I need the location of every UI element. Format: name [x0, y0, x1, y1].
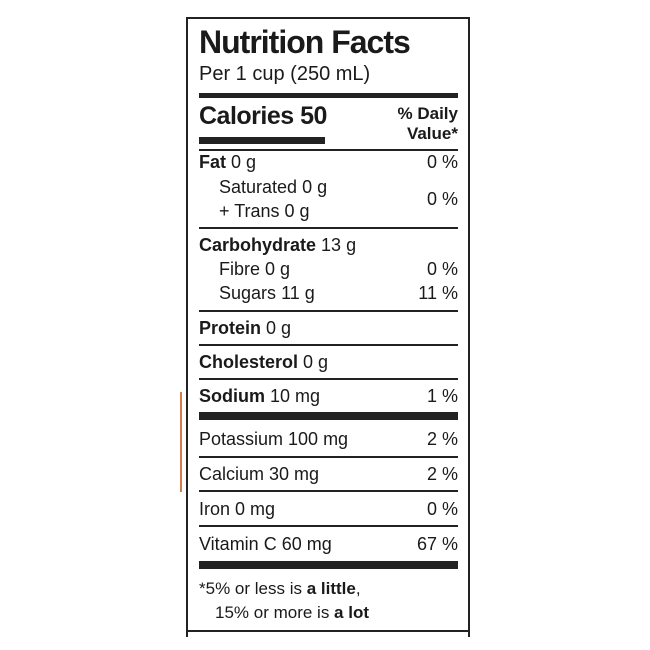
trans-amount: 0 g	[284, 201, 310, 221]
sugars-dv: 11 %	[418, 283, 458, 303]
panel-bottom-rule	[186, 630, 470, 632]
daily-value-header: % Daily Value*	[398, 104, 458, 144]
fat-amount: 0 g	[231, 152, 257, 172]
footnote-star: *	[199, 579, 206, 598]
sodium-row: Sodium 10 mg	[199, 386, 320, 407]
sugars-row: Sugars 11 g	[219, 283, 315, 304]
fat-name: Fat	[199, 152, 226, 172]
rule-after-cholesterol	[199, 378, 458, 380]
carbohydrate-amount: 13 g	[321, 235, 357, 255]
fat-row: Fat 0 g	[199, 152, 256, 173]
calcium-dv: 2 %	[426, 464, 458, 484]
sodium-dv: 1 %	[426, 386, 458, 406]
cholesterol-amount: 0 g	[303, 352, 329, 372]
footnote-line2-bold: a lot	[334, 603, 369, 622]
calories-row: Calories 50	[199, 102, 327, 131]
carbohydrate-name: Carbohydrate	[199, 235, 317, 255]
fat-dv: 0 %	[426, 152, 458, 172]
potassium-label: Potassium 100 mg	[199, 429, 349, 449]
rule-after-vitamin-c	[199, 561, 458, 569]
footnote-line2-prefix: 15% or more is	[215, 603, 335, 622]
potassium-dv: 2 %	[426, 429, 458, 449]
footnote-line1-suffix: ,	[355, 579, 361, 598]
calories-value: 50	[300, 102, 327, 130]
protein-row: Protein 0 g	[199, 318, 291, 339]
sodium-amount: 10 mg	[270, 386, 321, 406]
rule-after-sodium	[199, 412, 458, 420]
footnote-line1-bold: a little	[306, 579, 356, 598]
nutrition-facts-panel	[186, 17, 470, 637]
fibre-dv: 0 %	[426, 259, 458, 279]
serving-size: Per 1 cup (250 mL)	[199, 63, 371, 85]
calories-label: Calories	[199, 102, 294, 130]
daily-value-line2: Value*	[406, 124, 458, 143]
iron-label: Iron 0 mg	[199, 499, 276, 519]
footnote-line1-prefix: 5% or less is	[205, 579, 307, 598]
sugars-name: Sugars	[219, 283, 277, 303]
rule-after-protein	[199, 344, 458, 346]
calcium-label: Calcium 30 mg	[199, 464, 320, 484]
protein-name: Protein	[199, 318, 262, 338]
footnote-line2: 15% or more is a lot	[199, 601, 369, 625]
cholesterol-name: Cholesterol	[199, 352, 299, 372]
calories-bar	[199, 137, 325, 144]
footnote: *5% or less is a little, 15% or more is …	[199, 577, 369, 625]
vitamin-c-dv: 67 %	[416, 534, 458, 554]
iron-dv: 0 %	[426, 499, 458, 519]
carbohydrate-row: Carbohydrate 13 g	[199, 235, 356, 256]
fibre-amount: 0 g	[265, 259, 291, 279]
protein-amount: 0 g	[266, 318, 292, 338]
sugars-amount: 11 g	[281, 283, 315, 303]
trans-row: + Trans 0 g	[219, 201, 310, 222]
rule-after-calories	[199, 149, 458, 151]
rule-after-potassium	[199, 456, 458, 458]
cholesterol-row: Cholesterol 0 g	[199, 352, 328, 373]
fibre-name: Fibre	[219, 259, 261, 279]
rule-after-calcium	[199, 490, 458, 492]
rule-after-fat	[199, 227, 458, 229]
accent-margin-line	[180, 392, 182, 492]
rule-after-iron	[199, 525, 458, 527]
trans-name: + Trans	[219, 201, 280, 221]
fibre-row: Fibre 0 g	[219, 259, 290, 280]
daily-value-line1: % Daily	[397, 104, 458, 123]
vitamin-c-label: Vitamin C 60 mg	[199, 534, 332, 554]
saturated-row: Saturated 0 g	[219, 177, 327, 198]
rule-after-carbohydrate	[199, 310, 458, 312]
label-title: Nutrition Facts	[199, 24, 411, 60]
saturated-amount: 0 g	[302, 177, 328, 197]
footnote-line1: *5% or less is a little,	[199, 577, 369, 601]
rule-after-serving	[199, 93, 458, 98]
sat-trans-dv: 0 %	[426, 189, 458, 209]
sodium-name: Sodium	[199, 386, 265, 406]
saturated-name: Saturated	[219, 177, 298, 197]
